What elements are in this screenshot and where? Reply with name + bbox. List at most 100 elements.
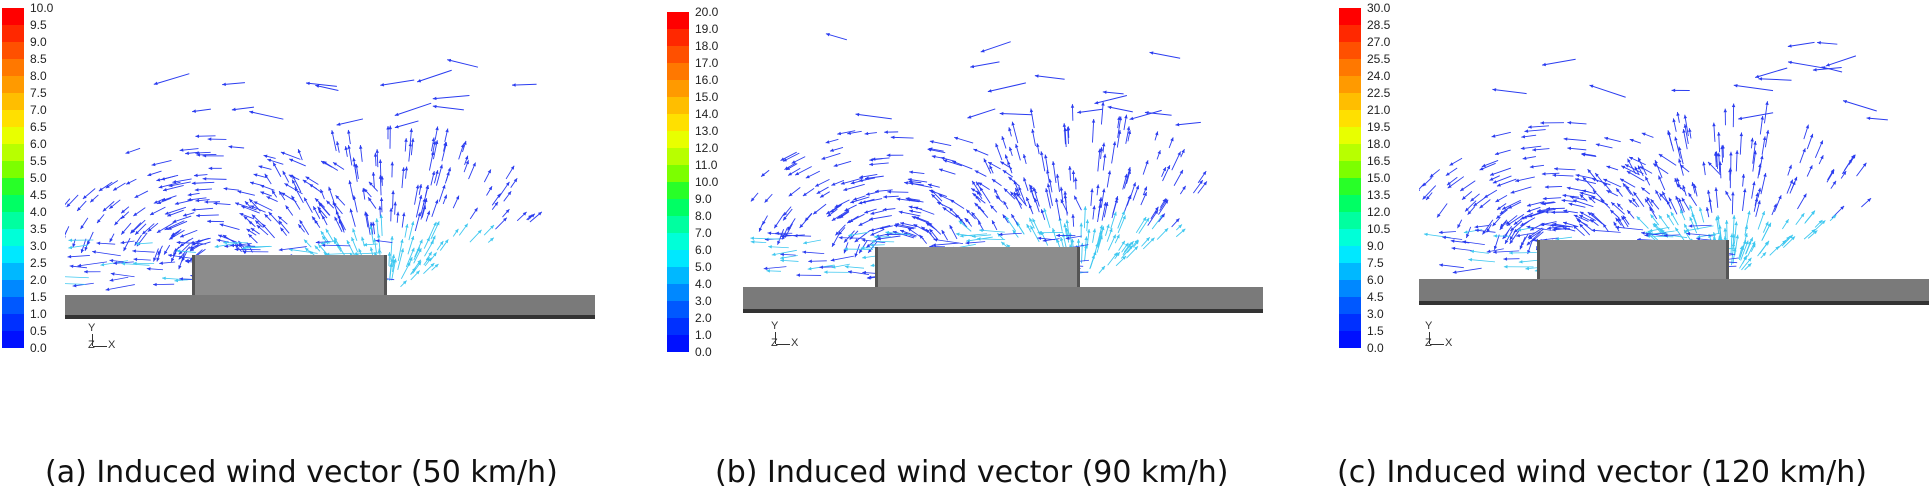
wind-vector-head (1725, 190, 1729, 195)
wind-vector-head (191, 181, 196, 185)
wind-vector-head (1116, 252, 1120, 257)
wind-vector-head (77, 207, 81, 211)
wind-vector-head (1068, 166, 1072, 170)
wind-vector-head (1627, 210, 1631, 215)
wind-vector-head (1489, 177, 1494, 181)
wind-vector-head (1542, 196, 1547, 201)
wind-vector-head (1686, 232, 1691, 236)
wind-vector-head (68, 238, 73, 243)
wind-vector-head (332, 201, 336, 206)
wind-vector (1055, 198, 1061, 221)
wind-vector-head (344, 146, 348, 151)
wind-vector-head (121, 230, 125, 235)
wind-vector-head (1127, 170, 1131, 174)
wind-vector-head (1689, 204, 1693, 209)
wind-vector-head (1622, 215, 1627, 220)
wind-vector-head (967, 115, 972, 119)
color-scale-segment (667, 250, 689, 267)
wind-vector-head (297, 149, 302, 154)
wind-vector-head (954, 136, 959, 141)
wind-vector-head (1066, 126, 1071, 130)
wind-vector-head (1092, 205, 1096, 210)
color-scale-bar (2, 8, 24, 348)
wind-vector-head (219, 223, 224, 227)
color-scale-tick-label: 6.0 (695, 243, 712, 257)
wind-vector-head (179, 148, 184, 152)
wind-vector-head (132, 249, 136, 253)
color-scale-tick-label: 4.5 (1367, 290, 1384, 304)
wind-vector-head (222, 82, 226, 87)
wind-vector-head (1590, 219, 1595, 223)
wind-vector-head (379, 214, 384, 219)
wind-vector-head (430, 263, 435, 267)
wind-vector-head (847, 219, 852, 224)
wind-vector-head (816, 190, 821, 194)
wind-vector-head (1505, 221, 1510, 225)
wind-vector-head (1013, 180, 1018, 185)
wind-vector-head (156, 257, 160, 262)
wind-vector-head (1474, 225, 1479, 229)
wind-vector-head (932, 243, 936, 247)
wind-vector (1688, 224, 1712, 227)
wind-vector-head (134, 194, 139, 198)
wind-vector-head (1731, 233, 1736, 238)
wind-vector-head (1003, 188, 1008, 193)
wind-vector-head (1084, 244, 1088, 249)
wind-vector-head (1127, 167, 1131, 171)
wind-vector-head (1037, 236, 1042, 241)
wind-vector-head (113, 187, 118, 191)
wind-vector-head (848, 270, 852, 274)
wind-vector-head (977, 205, 982, 210)
wind-vector-head (1002, 214, 1007, 219)
wind-vector-head (1653, 163, 1658, 168)
wind-vector-head (153, 200, 158, 204)
wind-vector-head (1135, 240, 1139, 245)
wind-vector-head (303, 239, 308, 244)
wind-vector-head (1702, 161, 1706, 166)
wind-vector-head (1008, 127, 1012, 132)
wind-vector-head (1065, 236, 1070, 240)
wind-vector-head (1641, 132, 1646, 136)
wind-vector-head (241, 205, 246, 209)
wind-vector-head (1782, 240, 1786, 244)
wind-vector-head (813, 210, 818, 215)
wind-vector-head (1731, 191, 1735, 196)
wind-vector-head (1676, 111, 1680, 116)
wind-vector (1752, 141, 1756, 164)
wind-vector-head (1170, 137, 1174, 142)
wind-vector-head (314, 245, 319, 250)
color-scale-tick-label: 1.5 (1367, 324, 1384, 338)
wind-vector-head (1032, 187, 1037, 192)
wind-vector-head (1821, 66, 1826, 70)
wind-vector-head (231, 107, 236, 112)
wind-vector-head (510, 165, 515, 170)
wind-vector-head (349, 208, 353, 213)
wind-vector-head (530, 213, 535, 218)
wind-vector-head (866, 243, 871, 248)
wind-vector-head (1579, 215, 1584, 219)
color-scale-segment (667, 63, 689, 80)
wind-vector-head (409, 256, 413, 261)
wind-vector-head (494, 201, 498, 206)
wind-vector-head (1745, 240, 1749, 245)
wind-vector-head (808, 259, 812, 264)
wind-vector (890, 136, 914, 139)
color-scale-tick-label: 10.0 (695, 175, 719, 189)
wind-vector-head (1741, 173, 1746, 178)
wind-vector-head (230, 243, 235, 248)
wind-vector-head (109, 205, 114, 209)
panel-c: 30.0 28.5 27.0 25.5 24.0 22.5 21.0 19.5 18.0 16.5… (1337, 0, 1929, 495)
color-scale-segment (2, 178, 24, 195)
wind-vector (999, 112, 1033, 116)
wind-vector-head (1000, 161, 1005, 165)
color-scale-segment (1339, 195, 1361, 212)
wind-vector-head (858, 222, 863, 226)
wind-vector-head (187, 197, 192, 202)
wind-vector-head (869, 162, 873, 167)
color-scale-tick-label: 5.0 (30, 171, 47, 185)
wind-vector-head (1117, 116, 1121, 121)
wind-vector-head (380, 83, 385, 87)
wind-vector-head (433, 252, 437, 257)
wind-vector-head (1747, 210, 1751, 215)
wind-vector-head (949, 224, 953, 229)
